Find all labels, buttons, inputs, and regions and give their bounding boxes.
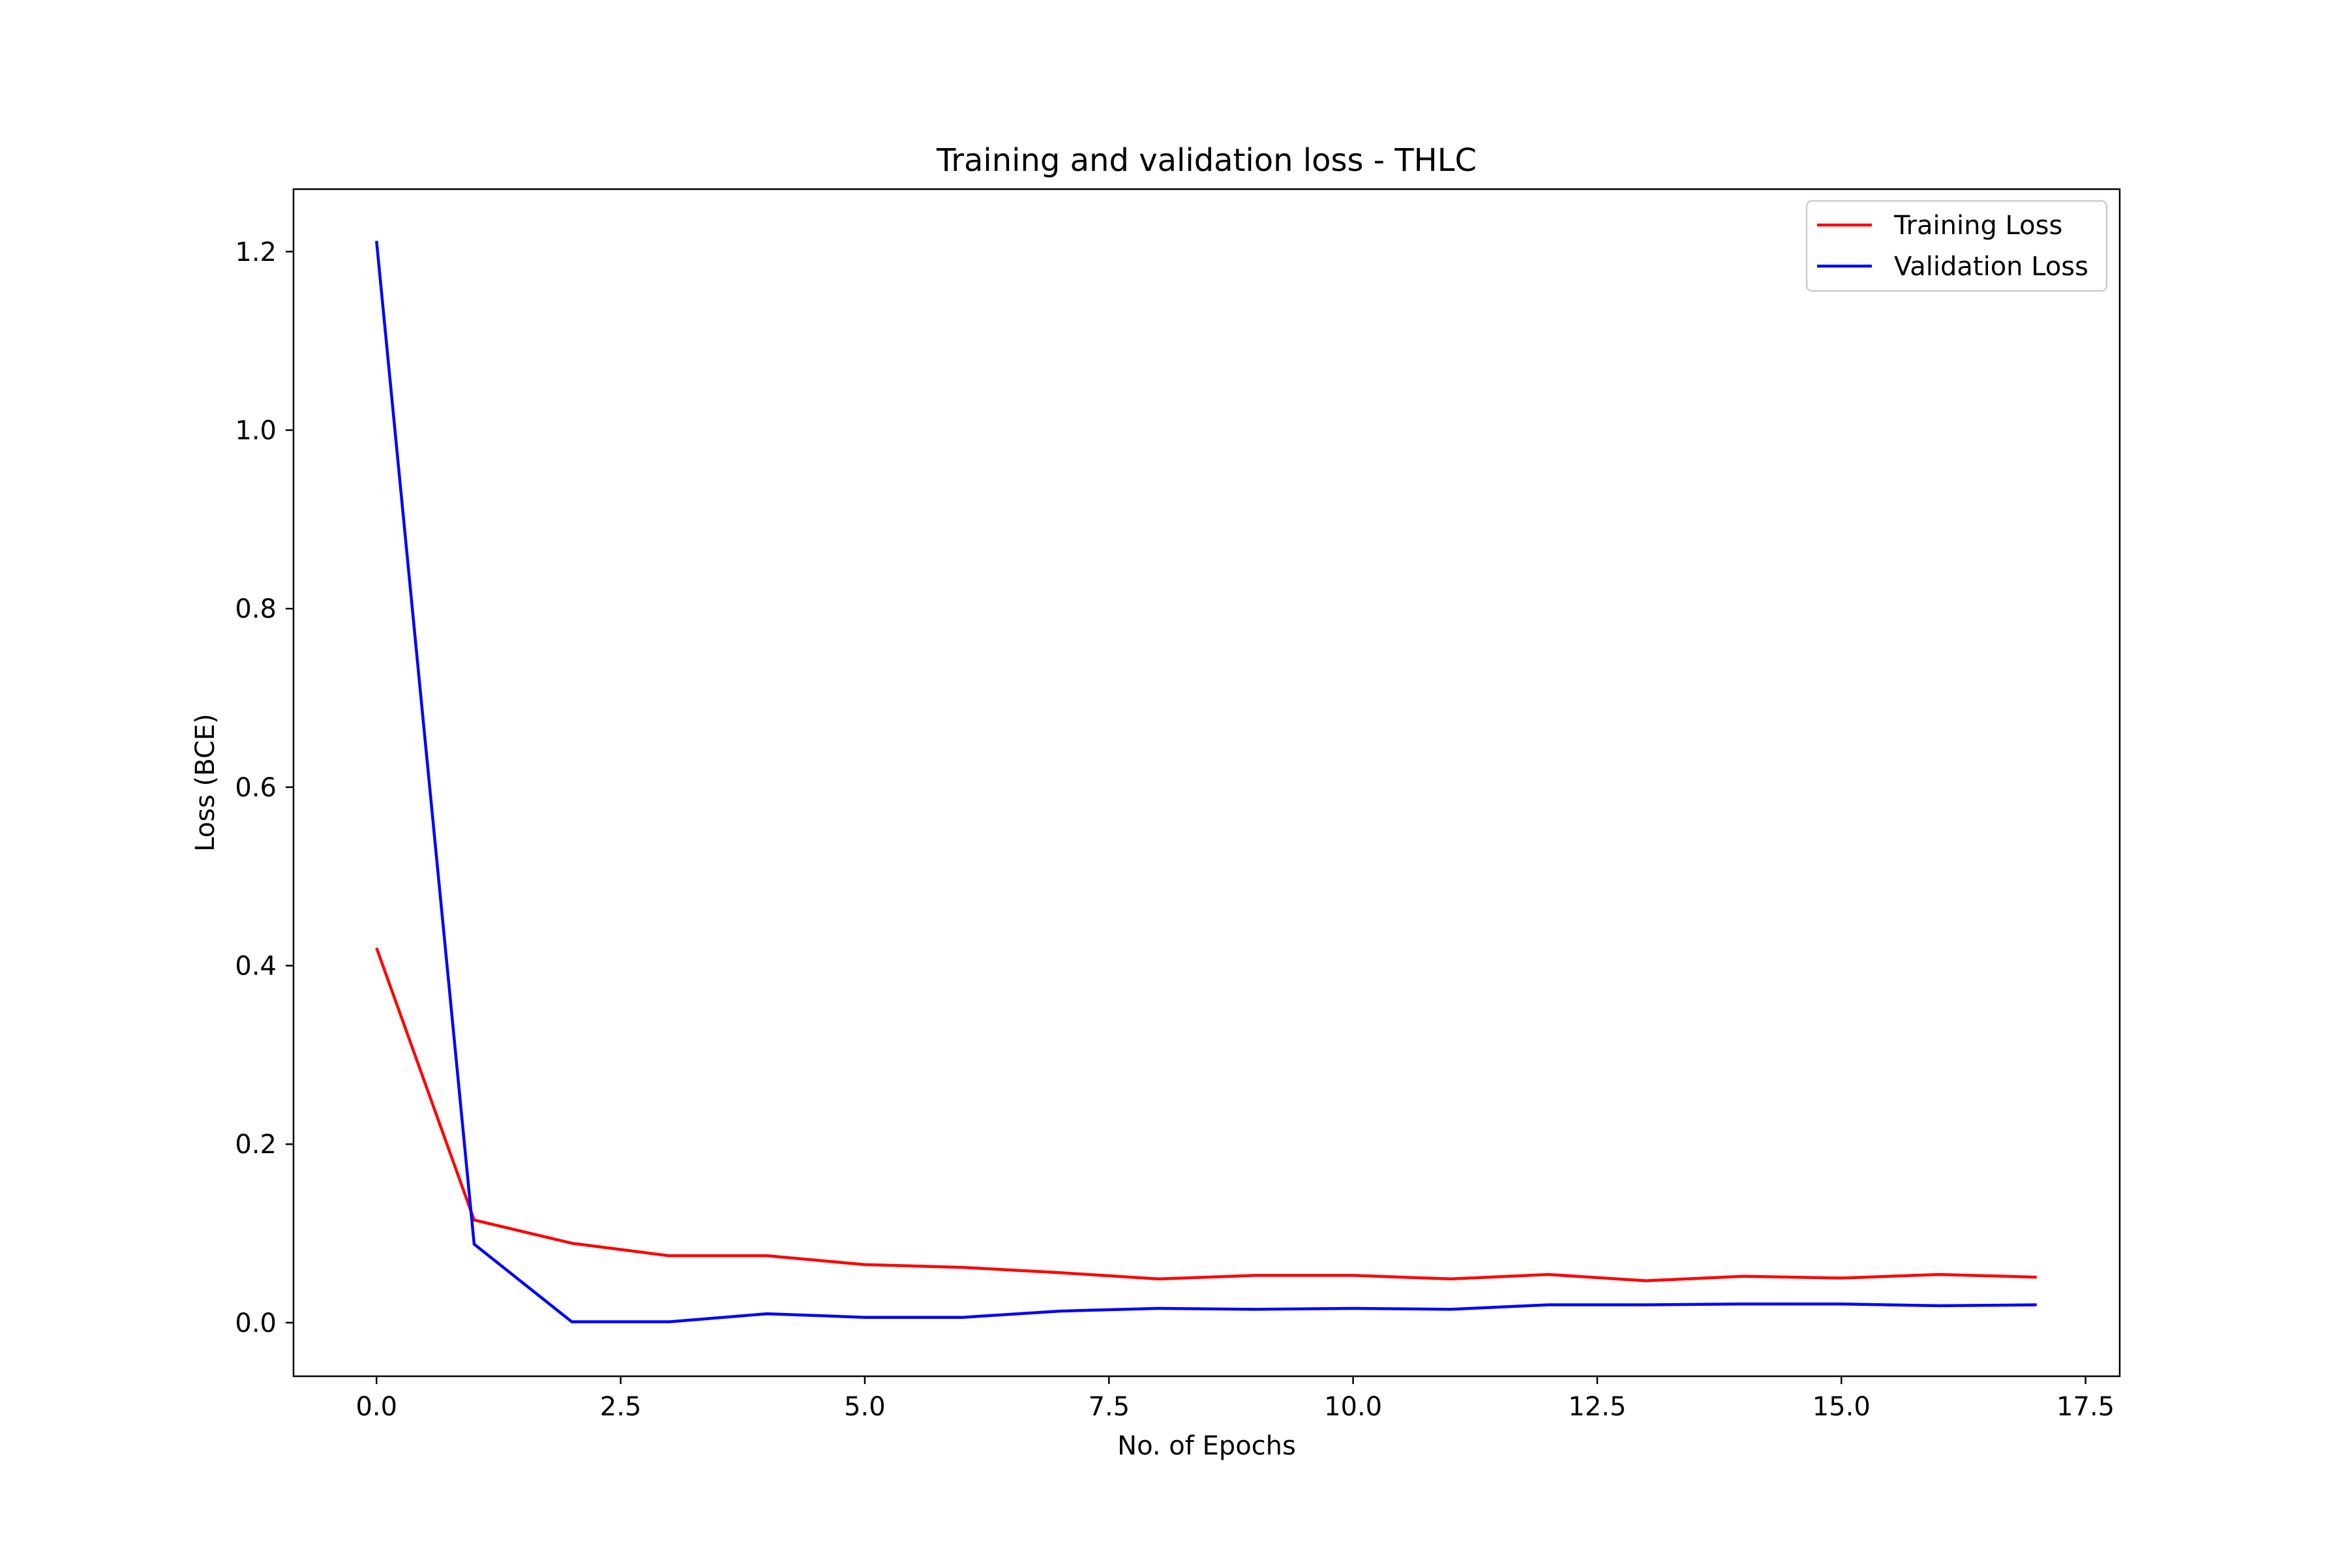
y-tick-label: 0.0 <box>235 1308 277 1338</box>
y-tick-label: 0.6 <box>235 773 277 803</box>
x-tick-label: 2.5 <box>600 1392 642 1422</box>
y-tick-label: 0.2 <box>235 1130 277 1160</box>
x-axis-label: No. of Epochs <box>1117 1431 1296 1461</box>
x-axis-ticks: 0.0 2.5 5.0 7.5 10.0 12.5 15.0 17.5 <box>355 1376 2115 1422</box>
legend-label-training-loss: Training Loss <box>1893 211 2062 241</box>
x-tick-label: 7.5 <box>1088 1392 1130 1422</box>
y-axis-label: Loss (BCE) <box>190 714 220 852</box>
series-line-training-loss <box>375 947 2037 1282</box>
y-axis-ticks: 0.0 0.2 0.4 0.6 0.8 1.0 1.2 <box>235 237 294 1338</box>
legend-box <box>1805 200 2108 292</box>
legend-label-validation-loss: Validation Loss <box>1894 252 2088 282</box>
axes-frame <box>292 188 2121 1378</box>
chart-title: Training and validation loss - THLC <box>936 142 1477 179</box>
x-tick-label: 5.0 <box>844 1392 886 1422</box>
y-tick-label: 1.2 <box>235 237 277 267</box>
plot-content <box>375 241 2037 1323</box>
x-tick-label: 17.5 <box>2056 1392 2115 1422</box>
x-tick-label: 15.0 <box>1813 1392 1871 1422</box>
y-tick-label: 0.4 <box>235 952 277 982</box>
x-tick-label: 12.5 <box>1568 1392 1626 1422</box>
y-tick-label: 0.8 <box>235 594 277 624</box>
y-tick-label: 1.0 <box>235 415 277 445</box>
legend: Training Loss Validation Loss <box>1805 200 2108 292</box>
series-line-validation-loss <box>375 241 2037 1323</box>
x-tick-label: 0.0 <box>355 1392 397 1422</box>
x-tick-label: 10.0 <box>1324 1392 1382 1422</box>
